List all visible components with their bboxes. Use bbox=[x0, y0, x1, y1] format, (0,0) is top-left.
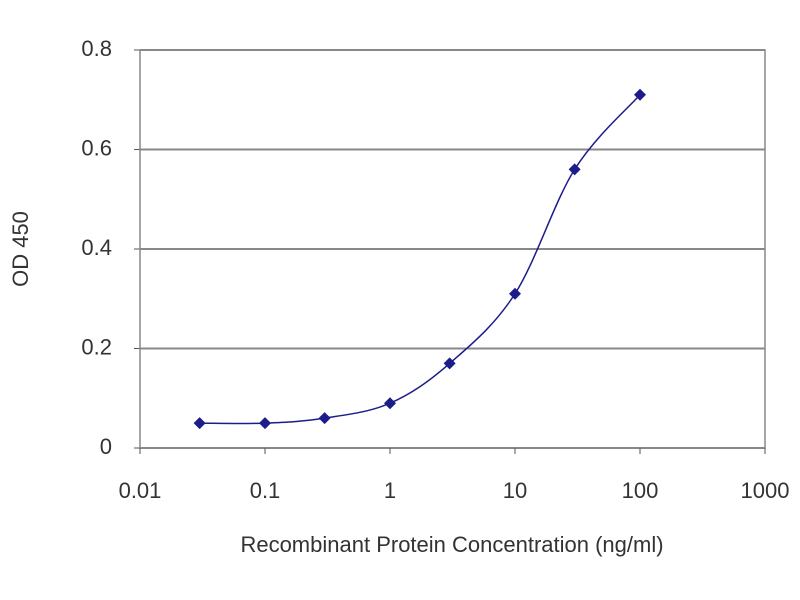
marker bbox=[193, 417, 206, 430]
y-tick-label: 0.4 bbox=[81, 235, 112, 260]
x-tick-label: 0.01 bbox=[119, 478, 162, 503]
y-tick-label: 0 bbox=[100, 434, 112, 459]
plot-frame bbox=[139, 49, 766, 449]
marker bbox=[443, 357, 456, 370]
y-tick-label: 0.8 bbox=[81, 36, 112, 61]
y-tick-label: 0.6 bbox=[81, 135, 112, 160]
x-tick-label: 100 bbox=[622, 478, 659, 503]
line bbox=[199, 94, 641, 425]
marker bbox=[384, 397, 396, 410]
marker bbox=[318, 412, 331, 425]
marker bbox=[509, 287, 521, 300]
x-tick-label: 1 bbox=[384, 478, 396, 503]
x-tick-label: 0.1 bbox=[250, 478, 281, 503]
x-tick-label: 10 bbox=[503, 478, 527, 503]
y-tick-label: 0.2 bbox=[81, 334, 112, 359]
marker bbox=[568, 163, 581, 176]
x-tick-label: 1000 bbox=[741, 478, 790, 503]
marker bbox=[259, 417, 271, 430]
y-axis-label: OD 450 bbox=[8, 211, 33, 287]
x-axis-label: Recombinant Protein Concentration (ng/ml… bbox=[240, 532, 663, 557]
marker bbox=[634, 88, 646, 101]
